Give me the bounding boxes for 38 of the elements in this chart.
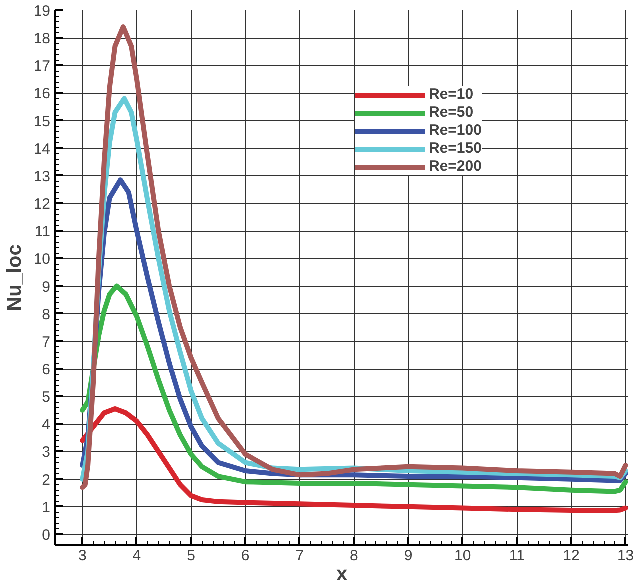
y-tick-label: 17 [34,58,51,76]
y-tick-label: 16 [34,86,51,103]
y-tick-label: 0 [42,526,50,544]
y-tick-label: 8 [42,306,50,324]
y-tick-label: 7 [42,334,50,351]
x-tick-label: 6 [241,548,250,564]
y-tick-label: 14 [34,140,51,158]
y-tick-label: 11 [34,224,51,241]
y-tick-label: 9 [42,278,50,296]
x-tick-label: 4 [132,548,142,564]
y-tick-label: 5 [42,389,50,406]
y-tick-label: 15 [34,113,51,130]
x-tick-label: 13 [617,548,634,564]
y-tick-label: 19 [34,3,51,20]
x-tick-label: 12 [563,548,580,564]
y-tick-label: 6 [42,362,50,379]
y-tick-label: 12 [34,196,51,214]
y-tick-label: 18 [34,30,51,48]
legend-label: Re=10 [429,86,474,103]
legend-label: Re=150 [429,140,482,157]
y-axis-title: Nu_loc [4,244,26,312]
y-tick-label: 13 [34,168,51,186]
legend-label: Re=200 [429,158,482,175]
y-tick-label: 1 [42,499,50,516]
y-tick-label: 2 [42,472,50,489]
y-tick-label: 3 [42,444,50,462]
y-tick-label: 10 [34,251,51,268]
legend-label: Re=50 [429,104,474,121]
x-tick-label: 5 [187,548,196,564]
legend-label: Re=100 [429,122,482,139]
x-tick-label: 9 [404,548,413,564]
x-axis-title: x [336,564,348,586]
x-tick-label: 10 [454,548,472,564]
x-tick-label: 7 [296,548,304,564]
x-tick-label: 8 [350,548,358,564]
y-tick-label: 4 [42,416,50,434]
x-tick-label: 3 [78,548,87,564]
x-tick-label: 11 [509,548,525,564]
